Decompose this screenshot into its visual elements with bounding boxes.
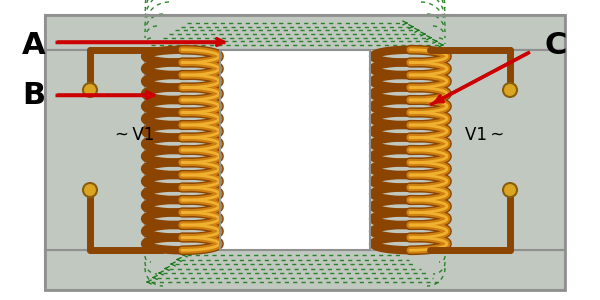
Bar: [220, 50, 370, 250]
Circle shape: [83, 83, 97, 97]
Text: V1 ~: V1 ~: [465, 126, 505, 144]
Text: ~ V1: ~ V1: [115, 126, 154, 144]
Text: A: A: [22, 31, 46, 59]
Text: B: B: [22, 80, 45, 110]
Text: C: C: [545, 31, 568, 59]
Circle shape: [503, 183, 517, 197]
Bar: [445, 50, 565, 250]
Bar: [45, 15, 565, 50]
Bar: [370, 50, 445, 250]
Bar: [45, 250, 565, 290]
Circle shape: [503, 83, 517, 97]
Bar: [45, 15, 565, 290]
Circle shape: [83, 183, 97, 197]
Bar: [45, 50, 145, 250]
Bar: [145, 50, 220, 250]
Bar: [220, 50, 370, 250]
